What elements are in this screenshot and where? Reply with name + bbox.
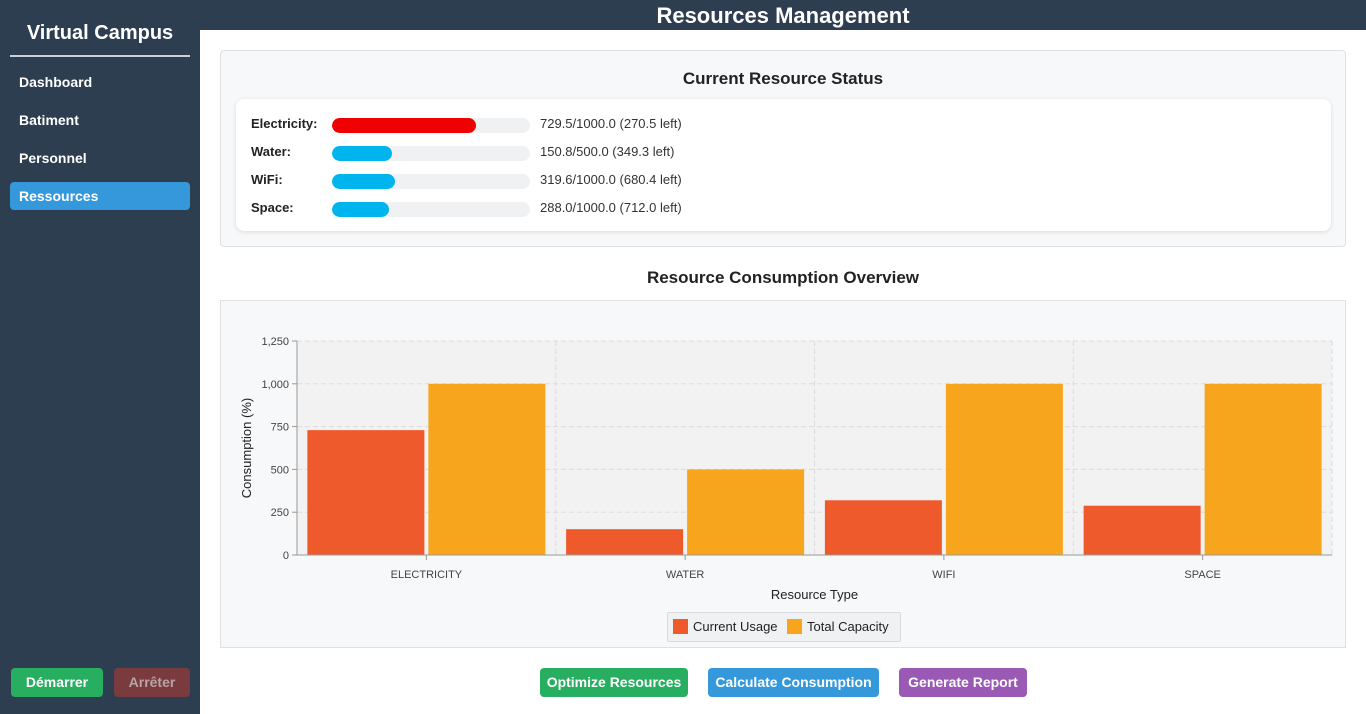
resource-progress-fill — [332, 174, 396, 189]
resource-label: Space: — [251, 200, 294, 215]
start-button[interactable]: Démarrer — [11, 668, 103, 697]
resource-value: 150.8/500.0 (349.3 left) — [540, 144, 675, 159]
x-tick-label: ELECTRICITY — [391, 569, 463, 581]
legend-item-current-usage: Current Usage — [673, 619, 778, 637]
resource-progress-bar — [332, 202, 530, 217]
bar-current-usage — [307, 430, 425, 555]
stop-button[interactable]: Arrêter — [114, 668, 190, 697]
generate-report-button[interactable]: Generate Report — [899, 668, 1027, 697]
bar-total-capacity — [428, 383, 546, 555]
resource-status-card: Electricity: 729.5/1000.0 (270.5 left) W… — [236, 99, 1331, 231]
chart-legend: Current Usage Total Capacity — [667, 612, 901, 642]
legend-item-total-capacity: Total Capacity — [787, 619, 889, 637]
legend-label: Total Capacity — [807, 619, 889, 634]
calculate-consumption-button[interactable]: Calculate Consumption — [708, 668, 879, 697]
x-axis-title: Resource Type — [771, 587, 858, 602]
sidebar: Virtual Campus Dashboard Batiment Person… — [0, 0, 200, 714]
y-tick-label: 1,250 — [261, 336, 289, 348]
page-title: Resources Management — [656, 3, 910, 28]
y-tick-label: 500 — [271, 464, 289, 476]
resource-value: 288.0/1000.0 (712.0 left) — [540, 200, 682, 215]
brand-title: Virtual Campus — [10, 20, 190, 57]
y-tick-label: 750 — [271, 422, 289, 434]
resource-value: 729.5/1000.0 (270.5 left) — [540, 116, 682, 131]
bar-total-capacity — [687, 469, 805, 555]
sidebar-item-batiment[interactable]: Batiment — [19, 112, 79, 128]
resource-row-water: Water: 150.8/500.0 (349.3 left) — [251, 142, 951, 162]
resource-progress-fill — [332, 146, 392, 161]
resource-progress-bar — [332, 174, 530, 189]
status-title: Current Resource Status — [682, 69, 884, 88]
resource-label: Water: — [251, 144, 291, 159]
x-tick-label: WATER — [666, 569, 705, 581]
chart-title: Resource Consumption Overview — [646, 268, 920, 287]
bar-total-capacity — [945, 383, 1063, 555]
bar-current-usage — [824, 500, 942, 555]
bar-current-usage — [566, 529, 684, 555]
resource-progress-bar — [332, 118, 530, 133]
legend-swatch — [787, 619, 802, 634]
consumption-chart: 0 250 500 750 1,000 1,250 ELECTRICITY WATER WIFI… — [220, 300, 1346, 648]
resource-progress-fill — [332, 202, 390, 217]
legend-label: Current Usage — [693, 619, 778, 634]
y-axis-title: Consumption (%) — [239, 398, 254, 498]
resource-progress-fill — [332, 118, 477, 133]
resource-label: Electricity: — [251, 116, 318, 131]
resource-progress-bar — [332, 146, 530, 161]
y-tick-label: 250 — [271, 507, 289, 519]
y-tick-label: 0 — [283, 550, 289, 562]
page-header: Resources Management — [200, 0, 1366, 30]
optimize-resources-button[interactable]: Optimize Resources — [540, 668, 688, 697]
bar-total-capacity — [1204, 383, 1322, 555]
resource-row-electricity: Electricity: 729.5/1000.0 (270.5 left) — [251, 114, 951, 134]
resource-status-panel: Current Resource Status Electricity: 729… — [220, 50, 1346, 247]
legend-swatch — [673, 619, 688, 634]
sidebar-item-ressources[interactable]: Ressources — [10, 182, 190, 210]
x-tick-label: SPACE — [1184, 569, 1220, 581]
bar-current-usage — [1083, 505, 1201, 555]
resource-label: WiFi: — [251, 172, 283, 187]
chart-svg: 0 250 500 750 1,000 1,250 ELECTRICITY WATER WIFI… — [239, 336, 1333, 602]
resource-row-wifi: WiFi: 319.6/1000.0 (680.4 left) — [251, 170, 951, 190]
sidebar-item-personnel[interactable]: Personnel — [19, 150, 87, 166]
sidebar-item-dashboard[interactable]: Dashboard — [19, 74, 93, 90]
x-tick-label: WIFI — [932, 569, 955, 581]
y-tick-label: 1,000 — [261, 379, 289, 391]
resource-row-space: Space: 288.0/1000.0 (712.0 left) — [251, 198, 951, 218]
resource-value: 319.6/1000.0 (680.4 left) — [540, 172, 682, 187]
